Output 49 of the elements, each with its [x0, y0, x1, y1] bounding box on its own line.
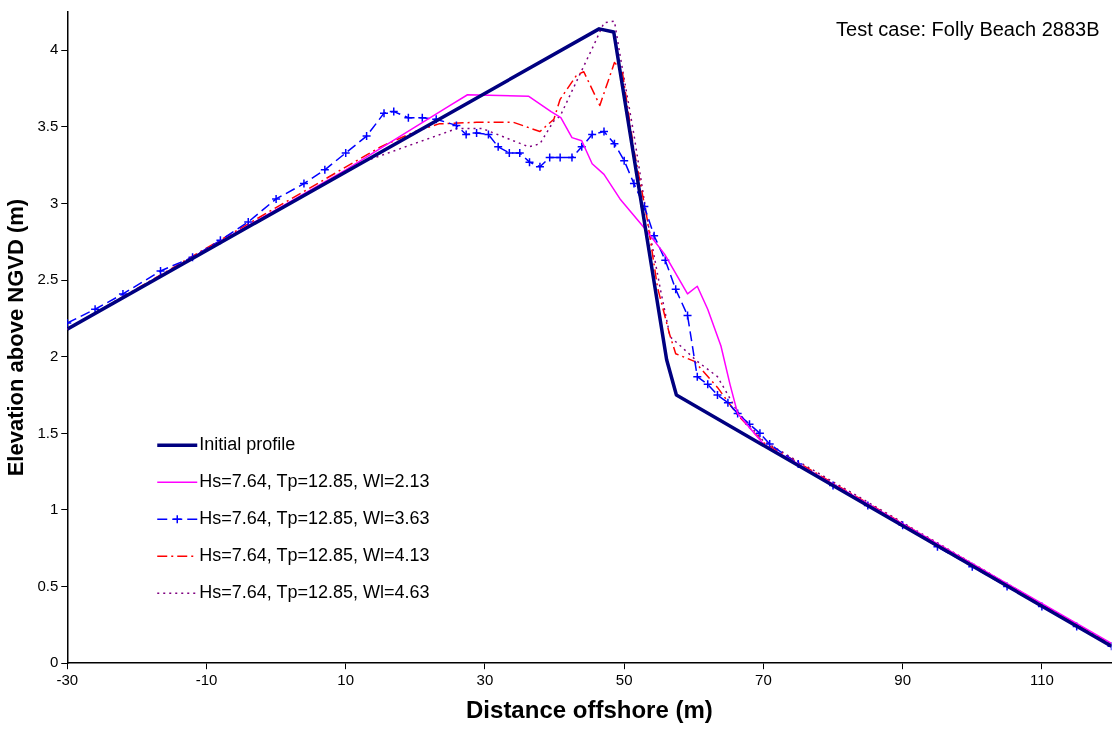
x-tick-label: -30 [56, 671, 79, 689]
point [389, 106, 399, 117]
x-tick-label: -10 [195, 671, 218, 689]
point [320, 165, 330, 175]
y-tick-label: 1 [49, 500, 59, 518]
point [609, 139, 620, 149]
point [755, 428, 765, 439]
point [379, 108, 389, 118]
point [599, 126, 609, 137]
point [340, 148, 351, 158]
legend-label: Hs=7.64, Tp=12.85, Wl=4.13 [199, 545, 430, 566]
point [493, 142, 503, 152]
y-tick-label: 3 [49, 193, 59, 211]
point [723, 397, 733, 408]
point [155, 266, 166, 276]
x-tick-label: 50 [615, 671, 633, 689]
y-tick-label: 0.5 [37, 576, 59, 594]
y-tick-label: 4 [49, 40, 59, 58]
point [712, 390, 723, 400]
point [271, 194, 281, 204]
x-tick-label: 70 [755, 671, 772, 689]
point [535, 162, 545, 172]
legend-label: Hs=7.64, Tp=12.85, Wl=2.13 [199, 471, 430, 492]
point [299, 178, 309, 189]
x-tick-label: 90 [894, 671, 911, 689]
y-tick-label: 2 [49, 346, 59, 364]
point [461, 129, 471, 140]
point [524, 157, 535, 167]
x-tick-label: 30 [476, 671, 494, 689]
point [587, 129, 597, 140]
legend-label: Initial profile [199, 434, 296, 455]
y-tick-label: 3.5 [37, 117, 59, 135]
x-axis-title: Distance offshore (m) [466, 696, 713, 724]
y-tick-label: 0 [49, 653, 59, 671]
point [515, 148, 525, 158]
point [567, 152, 577, 163]
y-tick-label: 1.5 [37, 423, 59, 441]
point [471, 128, 482, 138]
point [555, 152, 565, 163]
point [361, 131, 372, 141]
point [504, 148, 515, 158]
x-tick-label: 110 [1029, 671, 1054, 689]
annotation: Test case: Folly Beach 2883B [836, 17, 1100, 40]
y-tick-label: 2.5 [37, 270, 59, 288]
legend-label: Hs=7.64, Tp=12.85, Wl=4.63 [199, 582, 430, 603]
y-axis-title: Elevation above NGVD (m) [3, 198, 29, 477]
legend-label: Hs=7.64, Tp=12.85, Wl=3.63 [199, 508, 430, 529]
x-tick-label: 10 [337, 671, 355, 689]
point [619, 155, 629, 166]
